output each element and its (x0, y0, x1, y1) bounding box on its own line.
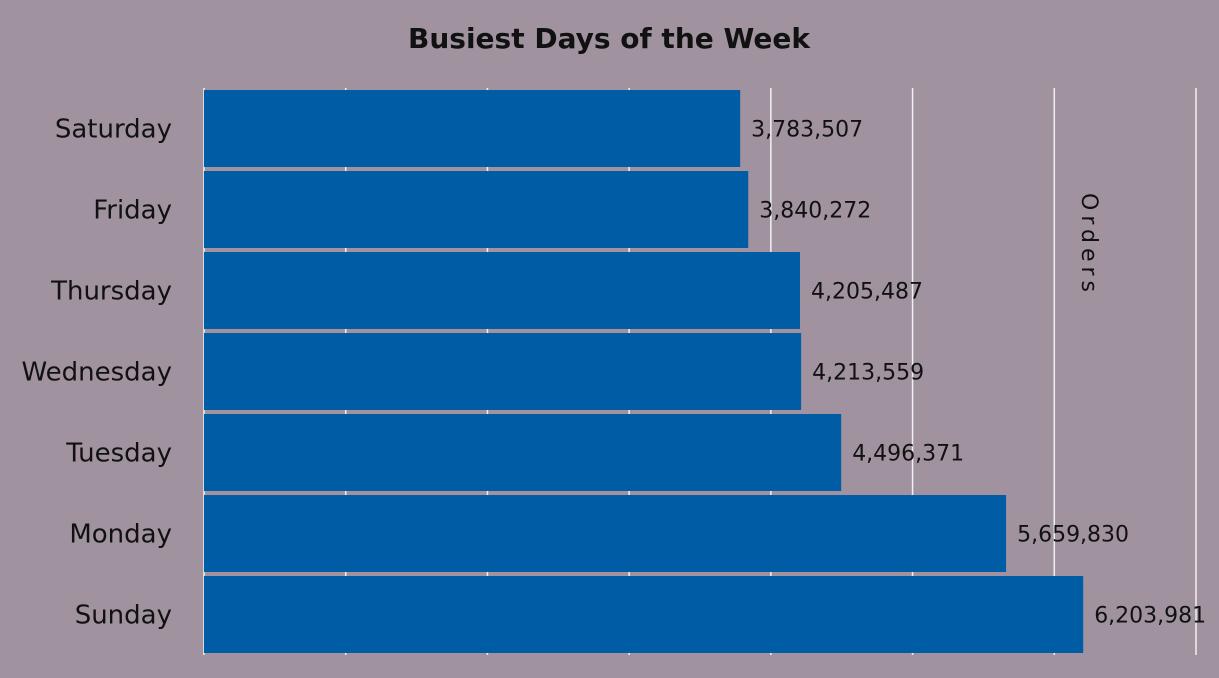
data-label-sunday: 6,203,981 (1094, 604, 1206, 629)
bar-saturday (204, 90, 741, 167)
bar-thursday (204, 252, 800, 329)
category-label-thursday: Thursday (50, 277, 172, 307)
data-label-friday: 3,840,272 (759, 199, 871, 224)
data-label-monday: 5,659,830 (1017, 523, 1129, 548)
data-label-tuesday: 4,496,371 (852, 442, 964, 467)
category-labels: Saturday Friday Thursday Wednesday Tuesday Mo… (21, 115, 172, 631)
category-label-saturday: Saturday (55, 115, 172, 145)
category-label-monday: Monday (69, 520, 172, 550)
bar-monday (204, 495, 1007, 572)
data-labels: 3,783,507 3,840,272 4,205,487 4,213,559 4,49… (751, 118, 1206, 629)
chart-title: Busiest Days of the Week (408, 22, 811, 55)
bar-friday (204, 171, 749, 248)
bar-tuesday (204, 414, 842, 491)
data-label-saturday: 3,783,507 (751, 118, 863, 143)
data-label-wednesday: 4,213,559 (812, 361, 924, 386)
bars (204, 90, 1084, 653)
category-label-friday: Friday (93, 196, 172, 226)
series-name-label: Orders (1076, 193, 1101, 297)
data-label-thursday: 4,205,487 (811, 280, 923, 305)
category-label-tuesday: Tuesday (65, 439, 172, 469)
category-label-sunday: Sunday (75, 601, 172, 631)
bar-sunday (204, 576, 1084, 653)
category-label-wednesday: Wednesday (21, 358, 172, 388)
bar-wednesday (204, 333, 802, 410)
